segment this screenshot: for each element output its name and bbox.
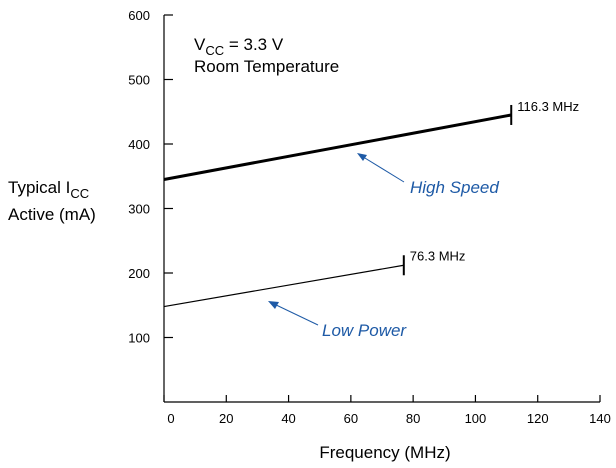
y-tick-label: 300	[128, 202, 150, 217]
y-tick-label: 400	[128, 137, 150, 152]
high-speed-arrow	[359, 154, 405, 183]
x-ticks: 0 20 40 60 80 100 120 140	[163, 395, 611, 426]
x-tick-label: 120	[527, 411, 549, 426]
series-line-low-power	[163, 264, 404, 308]
x-tick-label: 0	[167, 411, 174, 426]
x-tick-label: 140	[589, 411, 611, 426]
low-power-arrowhead	[268, 301, 279, 309]
series-end-label: 116.3 MHz	[517, 99, 579, 114]
y-tick-label: 500	[128, 73, 150, 88]
y-axis-label-line1: Typical ICC	[8, 178, 89, 201]
vcc-condition: VCC = 3.3 V	[194, 35, 284, 58]
y-axis-label-line2: Active (mA)	[8, 205, 96, 224]
x-tick-label: 80	[406, 411, 420, 426]
low-power-arrow	[271, 302, 319, 326]
y-tick-label: 600	[128, 8, 150, 23]
x-tick-label: 60	[344, 411, 358, 426]
series-end-label: 76.3 MHz	[410, 248, 466, 263]
x-tick-label: 40	[281, 411, 295, 426]
high-speed-arrowhead	[357, 153, 367, 161]
series-line-high-speed	[163, 113, 512, 181]
series-group: 116.3 MHz 76.3 MHz	[163, 99, 579, 308]
x-axis-label: Frequency (MHz)	[319, 443, 450, 462]
y-ticks: 100 200 300 400 500 600	[128, 8, 173, 346]
low-power-callout: Low Power	[322, 321, 407, 340]
y-tick-label: 200	[128, 266, 150, 281]
temperature-condition: Room Temperature	[194, 57, 339, 76]
high-speed-callout: High Speed	[410, 178, 499, 197]
x-tick-label: 20	[219, 411, 233, 426]
y-tick-label: 100	[128, 331, 150, 346]
x-tick-label: 100	[465, 411, 487, 426]
